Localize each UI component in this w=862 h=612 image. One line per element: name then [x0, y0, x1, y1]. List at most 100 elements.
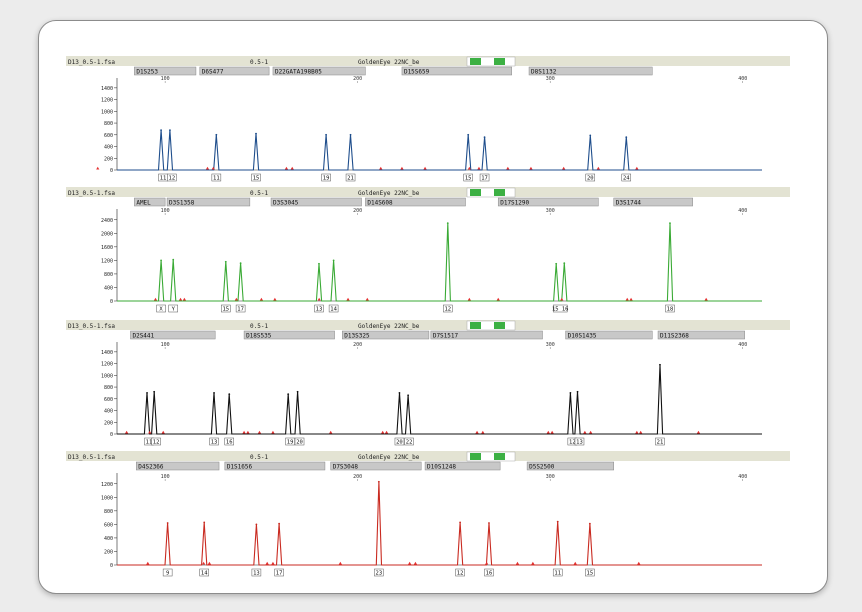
allele-call-label: 14 — [201, 571, 208, 577]
dye-toggle-on[interactable] — [494, 322, 505, 329]
allele-call-box[interactable] — [314, 304, 324, 313]
allele-call-box[interactable] — [621, 173, 632, 182]
locus-box[interactable] — [526, 461, 614, 471]
locus-box[interactable] — [497, 197, 599, 207]
locus-label: D3S1358 — [169, 200, 195, 207]
dye-toggle-on[interactable] — [470, 322, 481, 329]
allele-call-box[interactable] — [235, 304, 246, 313]
mix-ratio: 0.5-1 — [250, 454, 268, 461]
allele-call-box[interactable] — [574, 437, 585, 446]
dye-toggle-on[interactable] — [494, 58, 505, 65]
locus-box[interactable] — [136, 461, 220, 471]
allele-call-box[interactable] — [224, 437, 234, 446]
allele-call-box[interactable] — [162, 568, 173, 577]
stutter-marker — [346, 297, 350, 301]
locus-box[interactable] — [565, 330, 653, 340]
stutter-marker — [560, 297, 564, 301]
dye-toggle-on[interactable] — [494, 453, 505, 460]
allele-call-box[interactable] — [156, 304, 166, 313]
allele-call-label: 16 — [226, 440, 233, 446]
allele-call-label: 16 — [486, 571, 493, 577]
dye-toggle-on[interactable] — [470, 453, 481, 460]
locus-box[interactable] — [330, 461, 422, 471]
allele-call-box[interactable] — [394, 437, 405, 446]
stutter-marker — [583, 430, 587, 434]
stutter-marker — [589, 430, 593, 434]
locus-box[interactable] — [342, 330, 430, 340]
dye-toggle-group[interactable] — [466, 187, 516, 198]
peak-apex — [488, 522, 490, 524]
locus-box[interactable] — [270, 197, 362, 207]
allele-call-box[interactable] — [345, 173, 356, 182]
allele-call-box[interactable] — [552, 304, 568, 313]
allele-call-box[interactable] — [479, 173, 490, 182]
dye-toggle-on[interactable] — [494, 189, 505, 196]
dye-toggle-group[interactable] — [466, 320, 516, 331]
allele-call-box[interactable] — [274, 568, 284, 577]
allele-call-box[interactable] — [404, 437, 414, 446]
allele-call-label: 12 — [153, 440, 160, 446]
allele-call-box[interactable] — [665, 304, 675, 313]
locus-box[interactable] — [424, 461, 501, 471]
peak-apex — [215, 133, 218, 136]
allele-call-box[interactable] — [294, 437, 305, 446]
peak-apex — [213, 392, 215, 394]
peak-apex — [318, 262, 320, 265]
stutter-marker — [596, 166, 600, 170]
allele-call-box[interactable] — [455, 568, 465, 577]
stutter-marker — [481, 430, 485, 434]
allele-call-box[interactable] — [321, 173, 331, 182]
allele-call-box[interactable] — [443, 304, 453, 313]
allele-call-label: 20 — [296, 440, 303, 446]
locus-box[interactable] — [243, 330, 335, 340]
signal-trace — [117, 364, 762, 435]
allele-call-box[interactable] — [374, 568, 384, 577]
locus-box[interactable] — [657, 330, 745, 340]
allele-call-box[interactable] — [463, 173, 473, 182]
allele-call-box[interactable] — [209, 437, 219, 446]
locus-box[interactable] — [272, 66, 366, 76]
allele-call-box[interactable] — [552, 568, 563, 577]
size-tick-label: 200 — [353, 474, 362, 480]
locus-box[interactable] — [199, 66, 270, 76]
allele-call-box[interactable] — [251, 568, 262, 577]
allele-call-box[interactable] — [168, 304, 178, 313]
peak-apex — [255, 523, 258, 526]
allele-call-box[interactable] — [585, 173, 596, 182]
locus-box[interactable] — [130, 330, 216, 340]
dye-toggle-group[interactable] — [466, 56, 516, 67]
allele-call-box[interactable] — [167, 173, 177, 182]
allele-call-box[interactable] — [199, 568, 209, 577]
dye-toggle-group[interactable] — [466, 451, 516, 462]
allele-call-box[interactable] — [328, 304, 339, 313]
stutter-marker — [153, 297, 158, 301]
dye-toggle-on[interactable] — [470, 189, 481, 196]
stutter-marker — [384, 430, 389, 434]
allele-call-box[interactable] — [655, 437, 665, 446]
allele-call-label: 17 — [276, 571, 283, 577]
locus-box[interactable] — [134, 66, 197, 76]
locus-box[interactable] — [613, 197, 693, 207]
locus-label: D3S3045 — [273, 200, 299, 207]
locus-label: D6S477 — [202, 69, 224, 76]
locus-box[interactable] — [134, 197, 166, 207]
allele-call-box[interactable] — [285, 437, 295, 446]
y-tick-label: 200 — [104, 420, 113, 426]
allele-call-box[interactable] — [211, 173, 222, 182]
allele-call-box[interactable] — [151, 437, 161, 446]
locus-label: D7S3048 — [333, 464, 359, 471]
allele-call-box[interactable] — [251, 173, 261, 182]
panel-header-bar — [66, 187, 790, 197]
locus-box[interactable] — [430, 330, 543, 340]
locus-box[interactable] — [528, 66, 653, 76]
locus-box[interactable] — [365, 197, 466, 207]
locus-box[interactable] — [166, 197, 251, 207]
locus-box[interactable] — [401, 66, 512, 76]
allele-call-box[interactable] — [484, 568, 494, 577]
stutter-marker — [506, 166, 510, 170]
stutter-marker — [365, 297, 369, 301]
allele-call-box[interactable] — [585, 568, 595, 577]
locus-box[interactable] — [224, 461, 326, 471]
dye-toggle-on[interactable] — [470, 58, 481, 65]
allele-call-box[interactable] — [221, 304, 231, 313]
